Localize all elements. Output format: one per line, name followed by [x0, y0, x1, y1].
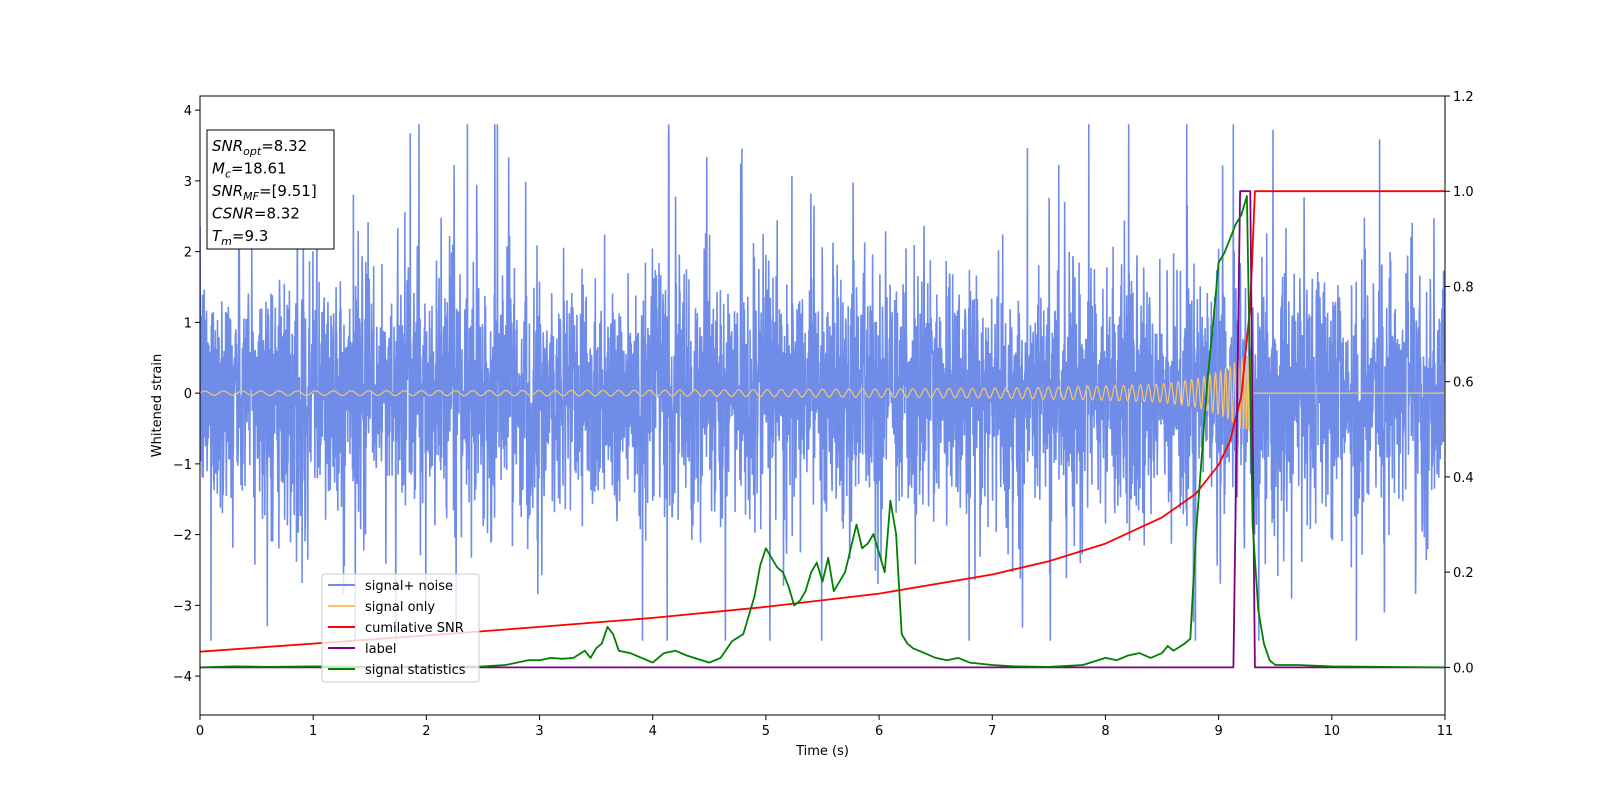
- y-right-tick-label: 1.0: [1453, 185, 1474, 200]
- legend-entry: label: [365, 642, 396, 657]
- x-tick-label: 11: [1437, 724, 1454, 739]
- y-left-tick-label: 0: [184, 387, 192, 402]
- y-right-tick-label: 0.4: [1453, 471, 1474, 486]
- annotation-line: CSNR=8.32: [212, 205, 300, 223]
- series-label: [200, 190, 1445, 669]
- y-right-tick-label: 1.2: [1453, 90, 1474, 105]
- legend: signal+ noise signal only cumilative SNR la…: [321, 573, 480, 683]
- legend-entry: signal only: [365, 600, 435, 615]
- y-left-tick-label: 3: [184, 175, 192, 190]
- x-tick-label: 6: [875, 724, 883, 739]
- y-right-tick-label: 0.8: [1453, 280, 1474, 295]
- x-tick-label: 3: [535, 724, 543, 739]
- x-tick-label: 0: [196, 724, 204, 739]
- x-tick-label: 1: [309, 724, 317, 739]
- x-tick-label: 2: [422, 724, 430, 739]
- annotation-frame: [206, 129, 335, 250]
- y-right-tick-label: 0.0: [1453, 661, 1474, 676]
- y-left-tick-label: −2: [173, 529, 192, 544]
- annotation-line: Mc=18.61: [212, 160, 287, 181]
- series-lines: [200, 190, 1445, 669]
- series-signal-statistics: [200, 195, 1445, 669]
- legend-entry: cumilative SNR: [365, 621, 464, 636]
- legend-entry: signal statistics: [365, 663, 466, 678]
- y-axis-label: Whitened strain: [150, 354, 165, 457]
- x-tick-label: 8: [1101, 724, 1109, 739]
- y-left-tick-label: 1: [184, 316, 192, 331]
- x-tick-label: 9: [1214, 724, 1222, 739]
- annotation-line: Tm=9.3: [212, 227, 268, 248]
- plot-frame: [199, 95, 1446, 716]
- y-right-tick-label: 0.6: [1453, 376, 1474, 391]
- annotation-line: SNRMF=[9.51]: [212, 182, 317, 203]
- x-tick-label: 7: [988, 724, 996, 739]
- series-cumilative-snr: [200, 190, 1445, 653]
- x-tick-label: 10: [1324, 724, 1341, 739]
- y-left-tick-label: −4: [173, 670, 192, 685]
- x-axis-label: Time (s): [795, 744, 849, 759]
- y-right-tick-label: 0.2: [1453, 566, 1474, 581]
- annotation-line: SNRopt=8.32: [212, 137, 307, 158]
- legend-frame: [321, 573, 480, 683]
- x-tick-label: 4: [649, 724, 657, 739]
- y-left-tick-label: −1: [173, 458, 192, 473]
- axes: 0 1 2 3 4 5 6 7 8 9 10 1143210−1−2−3−41.21.00.80.60…: [150, 90, 1474, 759]
- y-left-tick-label: −3: [173, 599, 192, 614]
- signal-noise-series: [200, 124, 1445, 641]
- y-left-tick-label: 2: [184, 246, 192, 261]
- series-signal-noise: [200, 124, 1445, 641]
- x-tick-label: 5: [762, 724, 770, 739]
- y-left-tick-label: 4: [184, 104, 192, 119]
- legend-entry: signal+ noise: [365, 579, 453, 594]
